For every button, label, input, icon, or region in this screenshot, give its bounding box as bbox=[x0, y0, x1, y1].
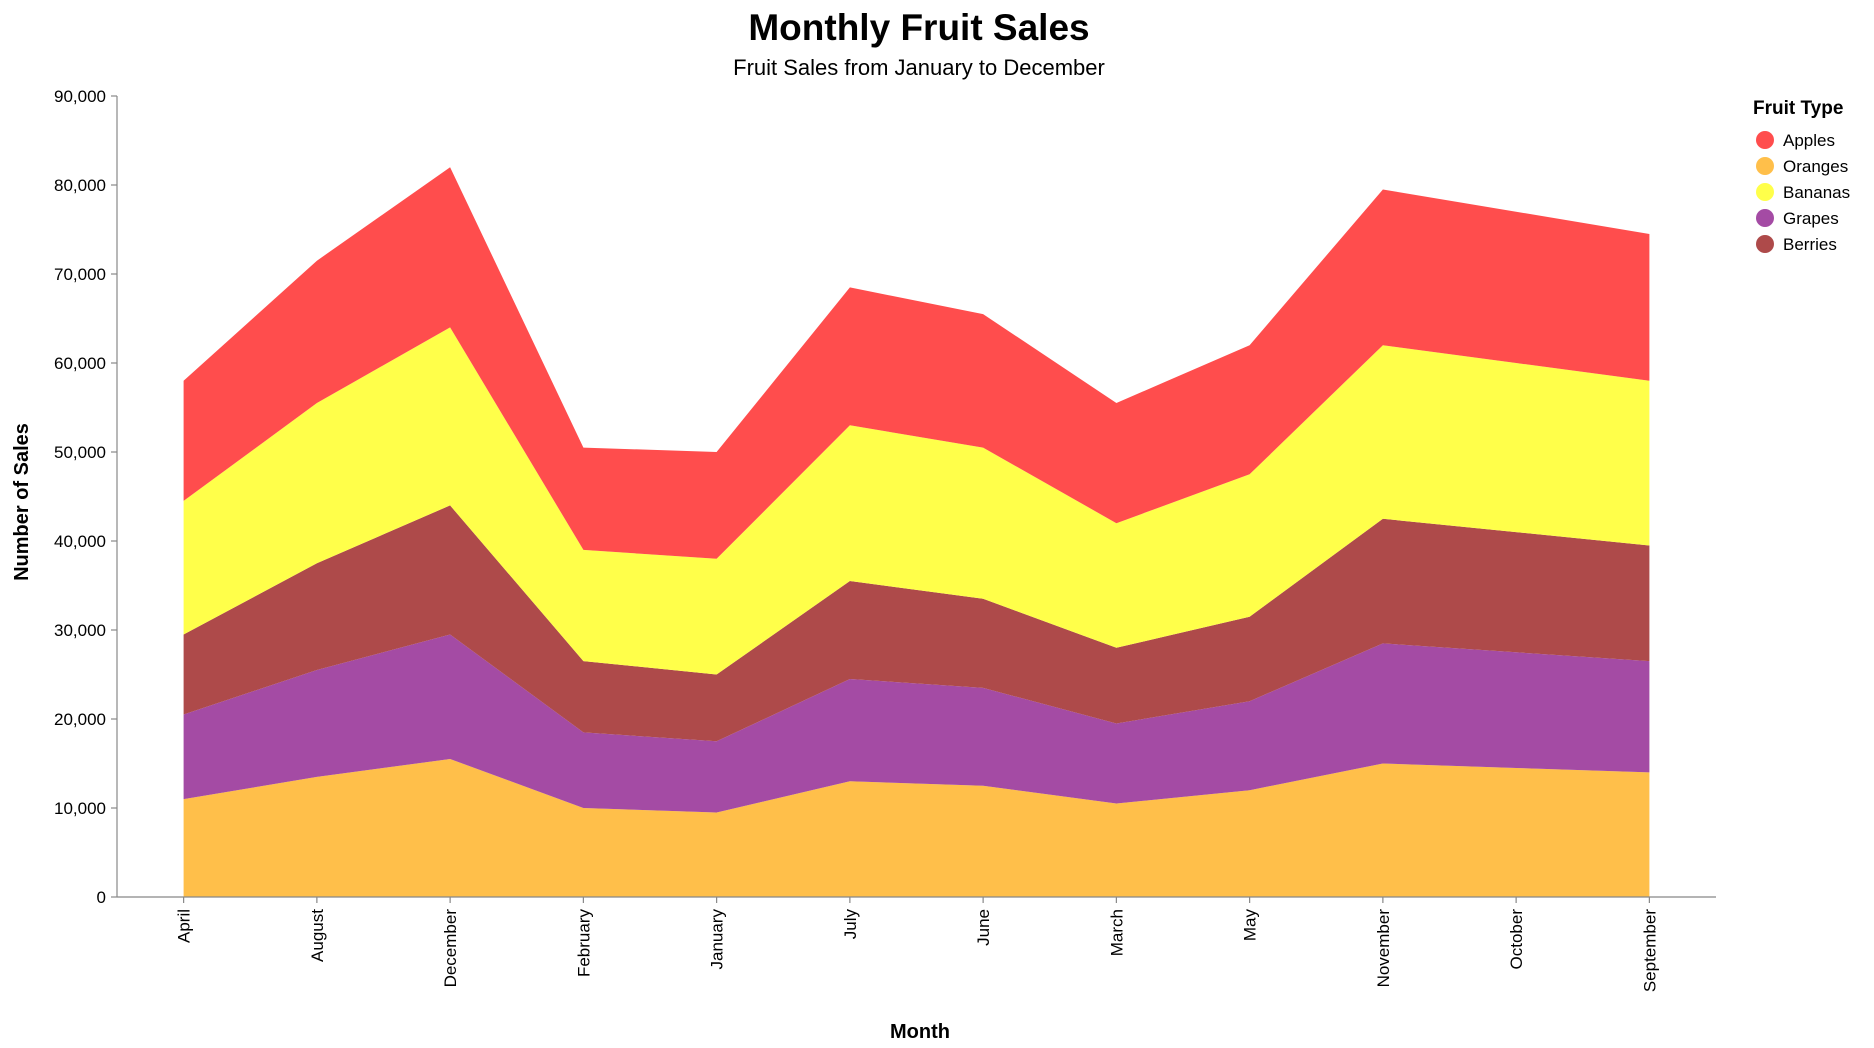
area-bananas bbox=[183, 327, 1650, 675]
x-axis-title: Month bbox=[890, 1021, 950, 1043]
x-tick-label: February bbox=[574, 909, 593, 978]
x-tick-label: November bbox=[1374, 909, 1393, 988]
y-tick-label: 60,000 bbox=[54, 354, 106, 373]
x-tick-label: March bbox=[1107, 909, 1126, 956]
y-tick-label: 0 bbox=[97, 888, 106, 907]
legend-label-grapes: Grapes bbox=[1783, 209, 1839, 228]
y-tick-label: 40,000 bbox=[54, 532, 106, 551]
area-apples bbox=[183, 167, 1650, 559]
chart-subtitle: Fruit Sales from January to December bbox=[733, 55, 1105, 80]
legend-swatch-oranges bbox=[1756, 157, 1774, 175]
y-tick-label: 70,000 bbox=[54, 265, 106, 284]
y-axis-title: Number of Sales bbox=[11, 423, 33, 581]
legend-swatch-grapes bbox=[1756, 209, 1774, 227]
x-tick-label: June bbox=[974, 909, 993, 946]
x-axis: April August December February January July Ju… bbox=[117, 896, 1716, 992]
legend: Fruit Type Apples Oranges Bananas Grapes Ber… bbox=[1753, 98, 1850, 254]
y-tick-label: 50,000 bbox=[54, 443, 106, 462]
x-tick-label: January bbox=[708, 909, 727, 970]
x-tick-label: September bbox=[1640, 909, 1659, 992]
x-tick-label: April bbox=[175, 909, 194, 943]
legend-swatch-bananas bbox=[1756, 183, 1774, 201]
area-berries bbox=[183, 505, 1650, 742]
y-tick-label: 30,000 bbox=[54, 621, 106, 640]
legend-label-apples: Apples bbox=[1783, 131, 1835, 150]
y-tick-label: 80,000 bbox=[54, 176, 106, 195]
area-oranges bbox=[183, 759, 1650, 897]
legend-label-berries: Berries bbox=[1783, 235, 1837, 254]
x-tick-label: July bbox=[841, 909, 860, 940]
y-tick-label: 90,000 bbox=[54, 87, 106, 106]
x-tick-label: October bbox=[1507, 909, 1526, 970]
legend-swatch-berries bbox=[1756, 235, 1774, 253]
stacked-areas bbox=[183, 167, 1650, 897]
legend-label-bananas: Bananas bbox=[1783, 183, 1850, 202]
legend-title: Fruit Type bbox=[1753, 98, 1843, 119]
chart-title: Monthly Fruit Sales bbox=[748, 7, 1089, 48]
legend-swatch-apples bbox=[1756, 131, 1774, 149]
x-tick-label: August bbox=[308, 909, 327, 962]
y-tick-label: 20,000 bbox=[54, 710, 106, 729]
x-tick-label: December bbox=[441, 909, 460, 988]
area-grapes bbox=[183, 634, 1650, 813]
y-tick-label: 10,000 bbox=[54, 799, 106, 818]
x-tick-label: May bbox=[1241, 909, 1260, 942]
y-axis: 0 10,000 20,000 30,000 40,000 50,000 60,000 70,… bbox=[54, 87, 118, 907]
legend-label-oranges: Oranges bbox=[1783, 157, 1848, 176]
